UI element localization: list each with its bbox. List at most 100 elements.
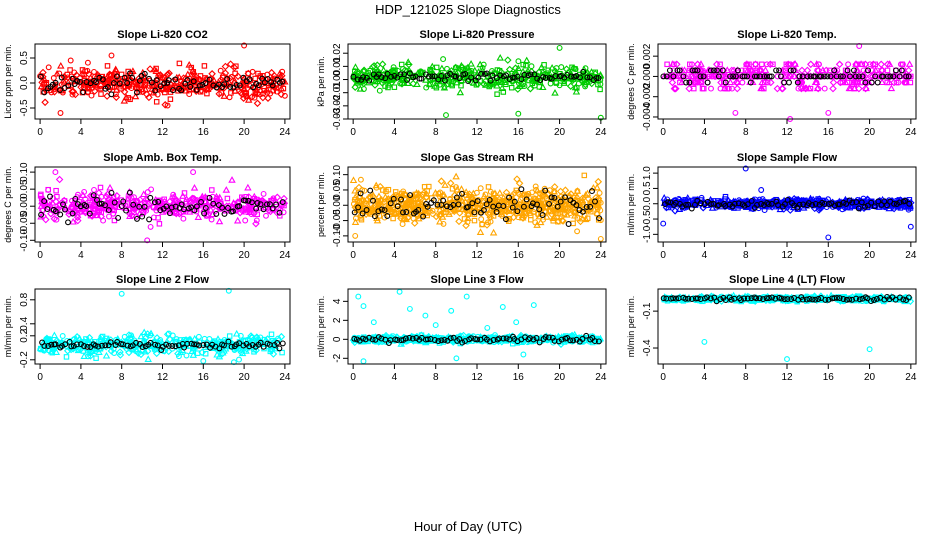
data-point [480,192,488,199]
data-point [664,61,670,68]
data-point [485,184,492,190]
x-tick-label: 12 [157,372,169,383]
y-tick-label: 0.002 [642,43,653,68]
data-point [829,84,837,93]
reference-point [874,79,881,86]
data-point [252,219,260,228]
y-axis-label: ml/min per min. [316,296,326,358]
data-point [190,183,199,191]
x-tick-label: 20 [239,372,251,383]
data-point [260,190,267,197]
outlier-point [556,44,563,51]
x-tick-label: 8 [119,250,125,261]
data-point [63,354,70,360]
data-point [114,80,120,87]
data-point [263,212,269,219]
panel-title: Slope Li-820 CO2 [117,29,207,41]
data-point [226,333,233,339]
data-point [845,61,852,68]
x-tick-label: 8 [433,127,439,138]
data-point [581,172,588,179]
outlier-point [453,355,460,362]
panel-title: Slope Gas Stream RH [420,152,533,164]
data-point [42,215,50,224]
x-tick-label: 12 [471,127,483,138]
data-point [97,184,104,191]
x-tick-label: 20 [554,372,566,383]
data-point [208,216,215,223]
y-tick-label: 0.0 [19,76,30,90]
data-point [147,223,154,230]
data-point [79,67,86,73]
x-tick-label: 8 [743,250,749,261]
data-point [59,333,66,339]
data-point [118,85,124,92]
outlier-point [360,303,367,310]
data-point [218,90,225,96]
data-point [220,72,227,79]
x-tick-label: 16 [823,127,835,138]
x-tick-label: 20 [864,250,876,261]
data-point [111,65,120,73]
data-point [440,56,447,63]
data-point [53,69,61,77]
outlier-point [484,324,491,331]
outlier-point [190,169,197,176]
data-point [233,216,242,224]
x-tick-label: 0 [350,372,356,383]
data-point [162,89,168,96]
data-point [100,217,107,224]
data-point [376,87,383,94]
data-point [141,85,150,93]
data-point [489,228,498,236]
data-point [222,186,231,193]
outlier-point [866,346,873,353]
outlier-point [499,304,506,310]
data-point [180,215,187,222]
data-point [131,92,140,100]
x-tick-label: 20 [239,127,251,138]
data-point [86,73,95,81]
data-point [188,64,195,71]
data-point [146,65,154,73]
data-point [68,87,76,96]
outlier-point [515,110,522,117]
x-tick-label: 0 [37,127,43,138]
data-point [431,188,440,196]
data-point [189,70,198,78]
data-point [234,72,242,81]
x-tick-label: 24 [279,127,291,138]
data-point [79,191,87,198]
y-axis-label: ml/min per min. [626,174,636,236]
data-point [404,79,412,86]
y-tick-label: 0.4 [19,316,30,330]
x-tick-label: 8 [119,372,125,383]
data-point [251,94,258,101]
data-point [249,68,256,75]
outlier-point [200,358,207,364]
y-tick-label: -0.2 [19,351,30,369]
outlier-point [732,109,739,116]
x-tick-label: 0 [660,250,666,261]
x-tick-label: 4 [78,250,84,261]
data-point [236,356,242,363]
outlier-point [660,220,667,227]
data-point [437,177,446,185]
outlier-point [67,57,74,64]
x-tick-label: 4 [702,250,708,261]
data-point [201,63,208,69]
data-point [217,67,224,74]
data-point [93,355,99,361]
data-point [473,189,480,196]
figure-title: HDP_121025 Slope Diagnostics [375,2,561,17]
outlier-point [701,338,708,345]
outlier-point [355,293,362,300]
x-tick-label: 4 [78,127,84,138]
data-point [67,67,73,73]
